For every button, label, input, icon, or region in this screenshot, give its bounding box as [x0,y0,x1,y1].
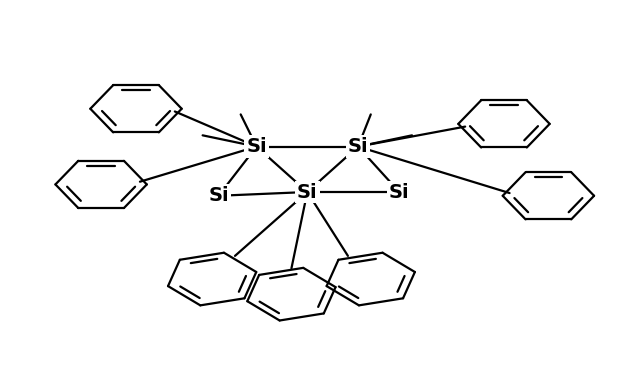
Text: Si: Si [297,182,317,202]
Text: Si: Si [389,182,410,202]
Text: Si: Si [348,137,369,156]
Text: Si: Si [208,186,229,205]
Text: Si: Si [246,137,267,156]
